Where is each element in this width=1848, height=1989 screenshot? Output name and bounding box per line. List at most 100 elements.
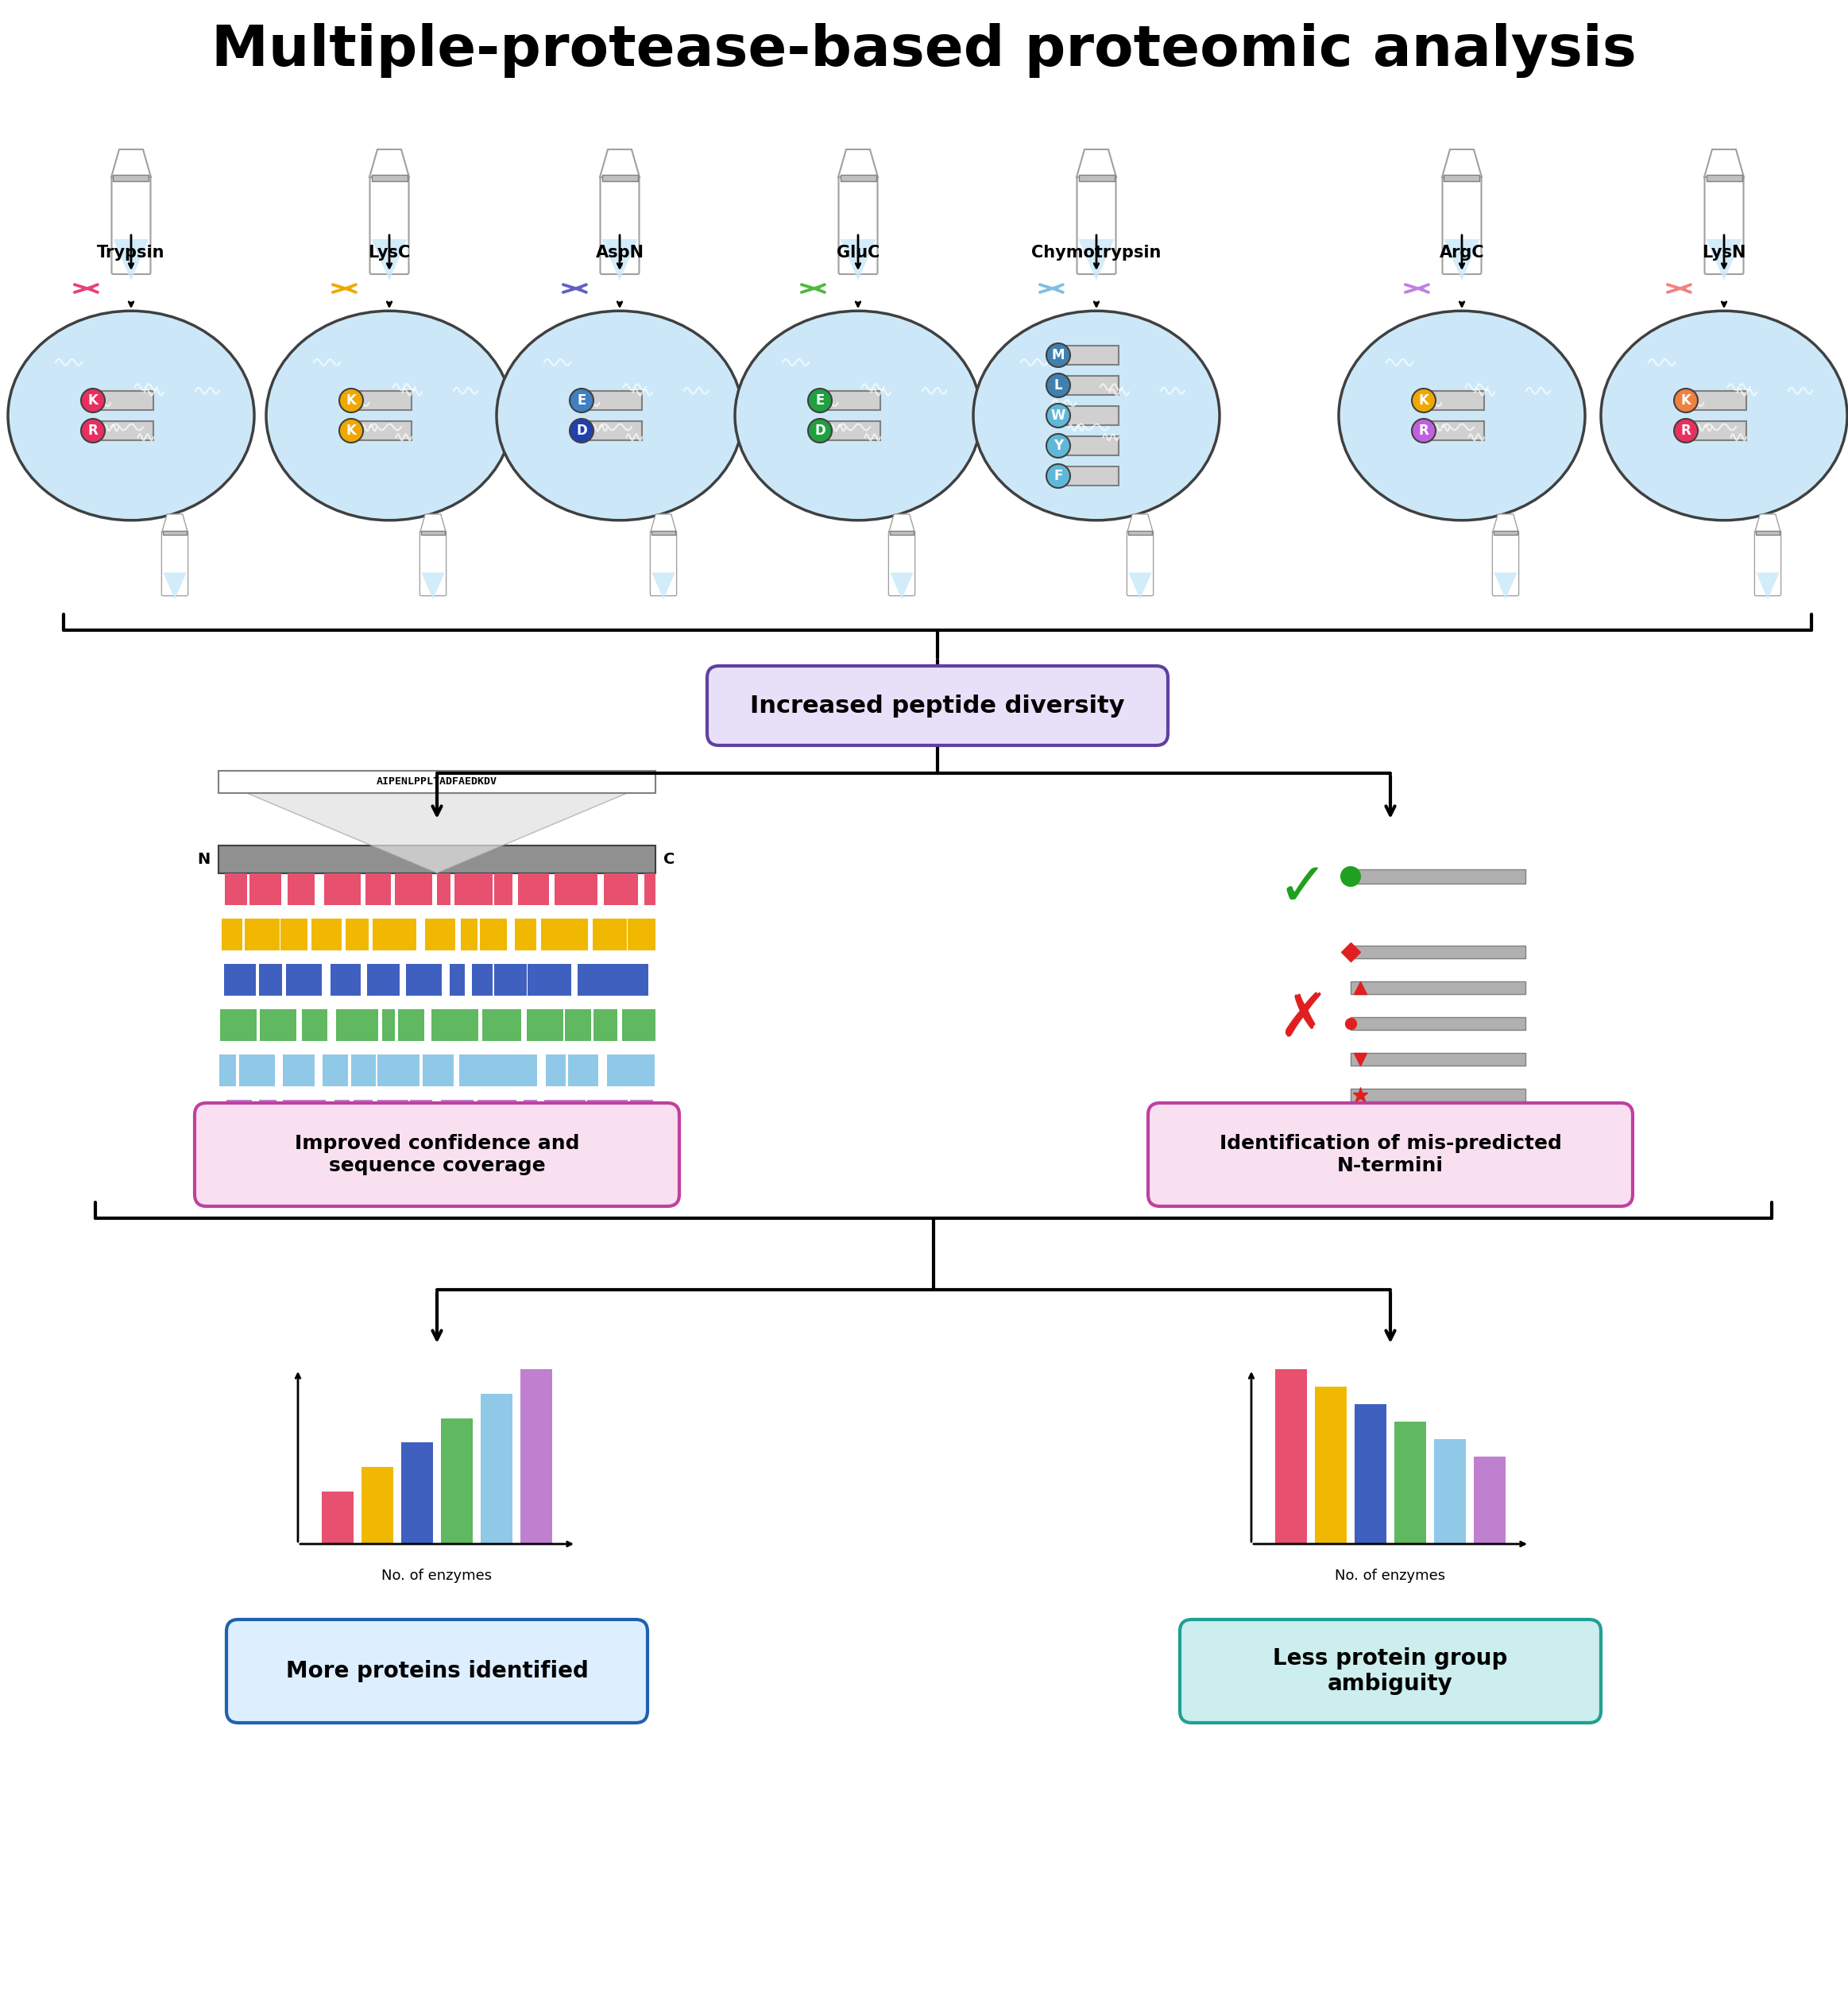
Text: Chymotrypsin: Chymotrypsin	[1031, 245, 1161, 261]
Text: ArgC: ArgC	[1440, 245, 1484, 261]
Ellipse shape	[7, 310, 255, 521]
Bar	[346, 919, 368, 951]
Bar	[530, 1146, 573, 1177]
Bar	[224, 965, 255, 996]
Bar	[286, 965, 322, 996]
Text: No. of enzymes: No. of enzymes	[1334, 1569, 1445, 1583]
Text: ✓: ✓	[1277, 859, 1329, 917]
Polygon shape	[1129, 573, 1151, 599]
Ellipse shape	[736, 310, 981, 521]
Bar	[442, 1100, 473, 1132]
Bar	[407, 965, 442, 996]
Circle shape	[1046, 344, 1070, 368]
Polygon shape	[1079, 239, 1114, 280]
Circle shape	[1046, 434, 1070, 457]
Text: K: K	[89, 394, 98, 408]
FancyBboxPatch shape	[218, 772, 656, 794]
Bar	[1129, 531, 1151, 535]
Polygon shape	[371, 239, 407, 280]
Circle shape	[1342, 867, 1360, 885]
Bar	[582, 422, 641, 440]
FancyBboxPatch shape	[1077, 175, 1116, 274]
Bar	[462, 919, 477, 951]
FancyBboxPatch shape	[601, 175, 639, 274]
Text: M: M	[1052, 348, 1064, 362]
Circle shape	[569, 420, 593, 444]
Bar	[1275, 1368, 1307, 1543]
Bar	[652, 531, 675, 535]
Bar	[362, 1468, 394, 1543]
FancyBboxPatch shape	[839, 175, 878, 274]
Bar	[312, 919, 342, 951]
Text: No. of enzymes: No. of enzymes	[383, 1569, 492, 1583]
Text: K: K	[1682, 394, 1691, 408]
Bar	[521, 1368, 553, 1543]
Bar	[490, 1054, 538, 1086]
Bar	[523, 1100, 538, 1132]
Text: ✗: ✗	[1277, 991, 1329, 1048]
Bar	[1443, 175, 1480, 181]
FancyBboxPatch shape	[370, 175, 408, 274]
Bar	[480, 919, 506, 951]
Bar	[281, 919, 307, 951]
Bar	[373, 919, 416, 951]
Polygon shape	[889, 513, 915, 533]
Polygon shape	[218, 782, 656, 873]
Text: D: D	[815, 424, 826, 438]
Bar	[163, 531, 187, 535]
Polygon shape	[370, 149, 408, 177]
FancyBboxPatch shape	[111, 175, 150, 274]
Bar	[1059, 467, 1118, 485]
Circle shape	[81, 388, 105, 412]
Bar	[92, 422, 153, 440]
Bar	[580, 1146, 597, 1177]
Polygon shape	[1443, 239, 1480, 280]
Text: F: F	[1053, 469, 1063, 483]
Bar	[334, 1100, 349, 1132]
Text: GluC: GluC	[837, 245, 880, 261]
Text: K: K	[346, 394, 357, 408]
Polygon shape	[652, 573, 675, 599]
Bar	[371, 175, 407, 181]
Bar	[351, 1146, 366, 1177]
Circle shape	[808, 420, 832, 444]
Bar	[323, 1054, 347, 1086]
Bar	[261, 1008, 296, 1040]
Bar	[244, 919, 279, 951]
Circle shape	[1055, 286, 1059, 290]
Circle shape	[1674, 420, 1698, 444]
Text: Improved confidence and
sequence coverage: Improved confidence and sequence coverag…	[294, 1134, 580, 1175]
FancyBboxPatch shape	[889, 531, 915, 597]
FancyBboxPatch shape	[1127, 531, 1153, 597]
Bar	[416, 1146, 462, 1177]
Bar	[288, 873, 314, 905]
Bar	[527, 1008, 564, 1040]
Text: K: K	[1419, 394, 1429, 408]
Bar	[394, 873, 432, 905]
Bar	[1685, 392, 1746, 410]
Bar	[383, 1008, 395, 1040]
Bar	[1059, 406, 1118, 426]
Bar	[645, 873, 656, 905]
Bar	[423, 1054, 455, 1086]
Text: E: E	[577, 394, 586, 408]
Bar	[307, 1146, 346, 1177]
Bar	[1351, 869, 1525, 883]
Polygon shape	[1127, 513, 1153, 533]
Bar	[351, 1054, 375, 1086]
Bar	[599, 1146, 615, 1177]
Ellipse shape	[1338, 310, 1586, 521]
Bar	[1706, 175, 1743, 181]
Bar	[529, 965, 571, 996]
FancyBboxPatch shape	[1754, 531, 1781, 597]
Text: Less protein group
ambiguity: Less protein group ambiguity	[1273, 1647, 1508, 1695]
Polygon shape	[1077, 149, 1116, 177]
FancyBboxPatch shape	[1704, 175, 1743, 274]
Polygon shape	[1493, 513, 1519, 533]
Circle shape	[91, 286, 92, 290]
FancyBboxPatch shape	[194, 1104, 680, 1205]
Bar	[1351, 981, 1525, 994]
Polygon shape	[1493, 573, 1517, 599]
Circle shape	[1046, 463, 1070, 487]
Circle shape	[808, 388, 832, 412]
